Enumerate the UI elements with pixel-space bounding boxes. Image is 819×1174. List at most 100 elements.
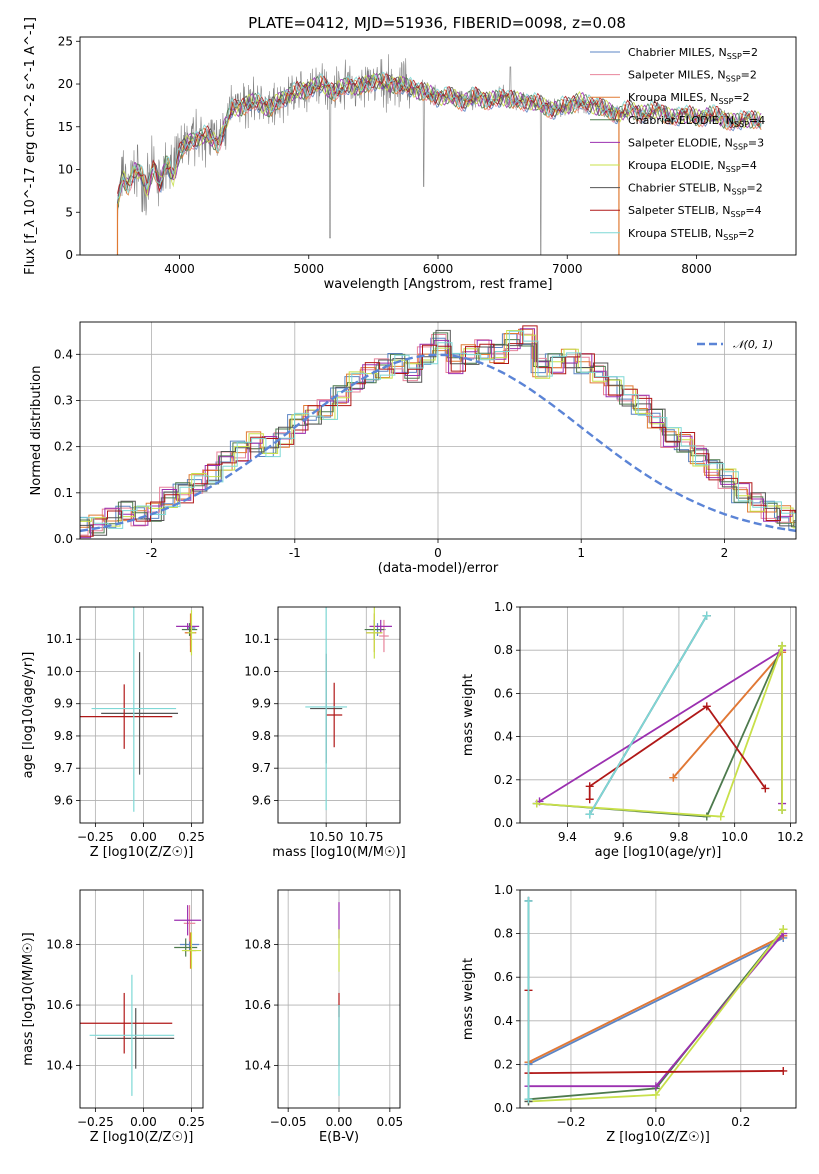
errorbar-point [76,684,172,748]
legend-nssp-sub: SSP [727,52,742,61]
x-axis-label: E(B-V) [319,1130,359,1145]
y-tick-label: 15 [58,120,73,134]
legend-label: Salpeter STELIB, NSSP=4 [628,204,762,219]
weight-line [537,646,782,817]
x-tick-label: 0.05 [376,1115,403,1129]
legend-label: 𝒩(0, 1) [733,338,773,351]
legend-nssp-eq: = [741,159,750,172]
y-tick-label: 0.2 [494,773,513,787]
x-tick-label: 4000 [164,262,195,276]
x-tick-label: 2 [721,546,729,560]
x-tick-label: −0.05 [270,1115,307,1129]
legend-nssp-value: 4 [755,204,762,217]
y-tick-label: 0.2 [494,1057,513,1071]
y-tick-label: 0.4 [494,730,513,744]
legend-model-name: Chabrier MILES [628,46,712,59]
y-tick-label: 0.4 [54,347,73,361]
x-axis-label: wavelength [Angstrom, rest frame] [324,277,553,292]
legend-label: Kroupa ELODIE, NSSP=4 [628,159,757,174]
legend-model-name: Kroupa MILES [628,91,703,104]
errorbar-point [326,683,342,747]
legend-nssp-prefix: , N [712,46,727,59]
errorbar-point [92,605,177,811]
x-tick-label: 10.50 [309,830,343,844]
x-tick-label: 0.2 [731,1115,750,1129]
y-tick-label: 9.8 [54,729,73,743]
plot-area [76,905,201,1096]
errorbar-point [182,932,201,968]
y-tick-label: 20 [58,77,73,91]
y-tick-label: 0.1 [54,486,73,500]
weight-marker [524,897,532,905]
weight-marker [778,642,786,650]
x-tick-label: 10.2 [777,830,804,844]
y-axis-label: Flux [f_λ 10^-17 erg cm^-2 s^-1 A^-1] [23,17,38,275]
x-tick-label: 5000 [293,262,324,276]
errorbar-point [305,604,347,810]
axes-frame [520,890,796,1108]
y-tick-label: 0.2 [54,440,73,454]
x-tick-label: 9.6 [614,830,633,844]
y-tick-label: 0.8 [494,927,513,941]
y-tick-label: 10.0 [46,664,73,678]
legend-nssp-prefix: , N [710,159,725,172]
y-tick-label: 9.7 [252,761,271,775]
figure-title: PLATE=0412, MJD=51936, FIBERID=0098, z=0… [248,14,626,32]
y-tick-label: 10.6 [46,998,73,1012]
y-tick-label: 9.7 [54,761,73,775]
weight-marker [586,810,594,818]
legend-nssp-sub: SSP [734,120,749,129]
legend-nssp-sub: SSP [730,210,745,219]
y-tick-label: 9.8 [252,729,271,743]
legend-nssp-prefix: , N [718,136,733,149]
y-axis-label: mass weight [461,674,476,756]
legend-model-name: Kroupa STELIB [628,227,708,240]
legend-nssp-sub: SSP [726,75,741,84]
x-tick-label: 0 [434,546,442,560]
legend-nssp-value: 3 [757,136,764,149]
y-tick-label: 0.0 [494,816,513,830]
x-tick-label: 0.0 [646,1115,665,1129]
legend-nssp-prefix: , N [719,114,734,127]
legend-label: Chabrier STELIB, NSSP=2 [628,182,763,197]
y-tick-label: 0.0 [54,532,73,546]
y-tick-label: 10.0 [244,664,271,678]
x-tick-label: 10.75 [349,830,383,844]
x-axis-label: (data-model)/error [378,561,499,576]
y-tick-label: 0.3 [54,393,73,407]
errorbar-point [90,975,175,1096]
legend-nssp-sub: SSP [726,165,741,174]
x-tick-label: 1 [577,546,585,560]
y-tick-label: 0 [65,248,73,262]
y-tick-label: 25 [58,34,73,48]
x-tick-label: −0.2 [556,1115,585,1129]
y-tick-label: 10 [58,163,73,177]
legend-nssp-value: 2 [750,69,757,82]
legend-label: Kroupa MILES, NSSP=2 [628,91,750,106]
legend-nssp-value: 4 [750,159,757,172]
legend-model-name: Chabrier ELODIE [628,114,719,127]
y-tick-label: 0.0 [494,1101,513,1115]
x-tick-label: −0.25 [77,830,114,844]
y-tick-label: 0.8 [494,643,513,657]
x-axis-label: Z [log10(Z/Z☉)] [90,845,194,860]
errorbar-point [76,993,172,1054]
x-tick-label: 9.8 [669,830,688,844]
plot-area [76,605,199,811]
axes-frame [520,607,796,823]
errorbar-point [366,607,382,659]
errorbar-point [370,620,392,633]
legend-label: Kroupa STELIB, NSSP=2 [628,227,754,242]
y-axis-label: mass weight [461,958,476,1040]
legend-nssp-eq: = [742,46,751,59]
legend-nssp-value: 4 [758,114,765,127]
y-tick-label: 0.6 [494,686,513,700]
plot-area [59,326,819,539]
observed-spectrum-line [118,54,762,255]
